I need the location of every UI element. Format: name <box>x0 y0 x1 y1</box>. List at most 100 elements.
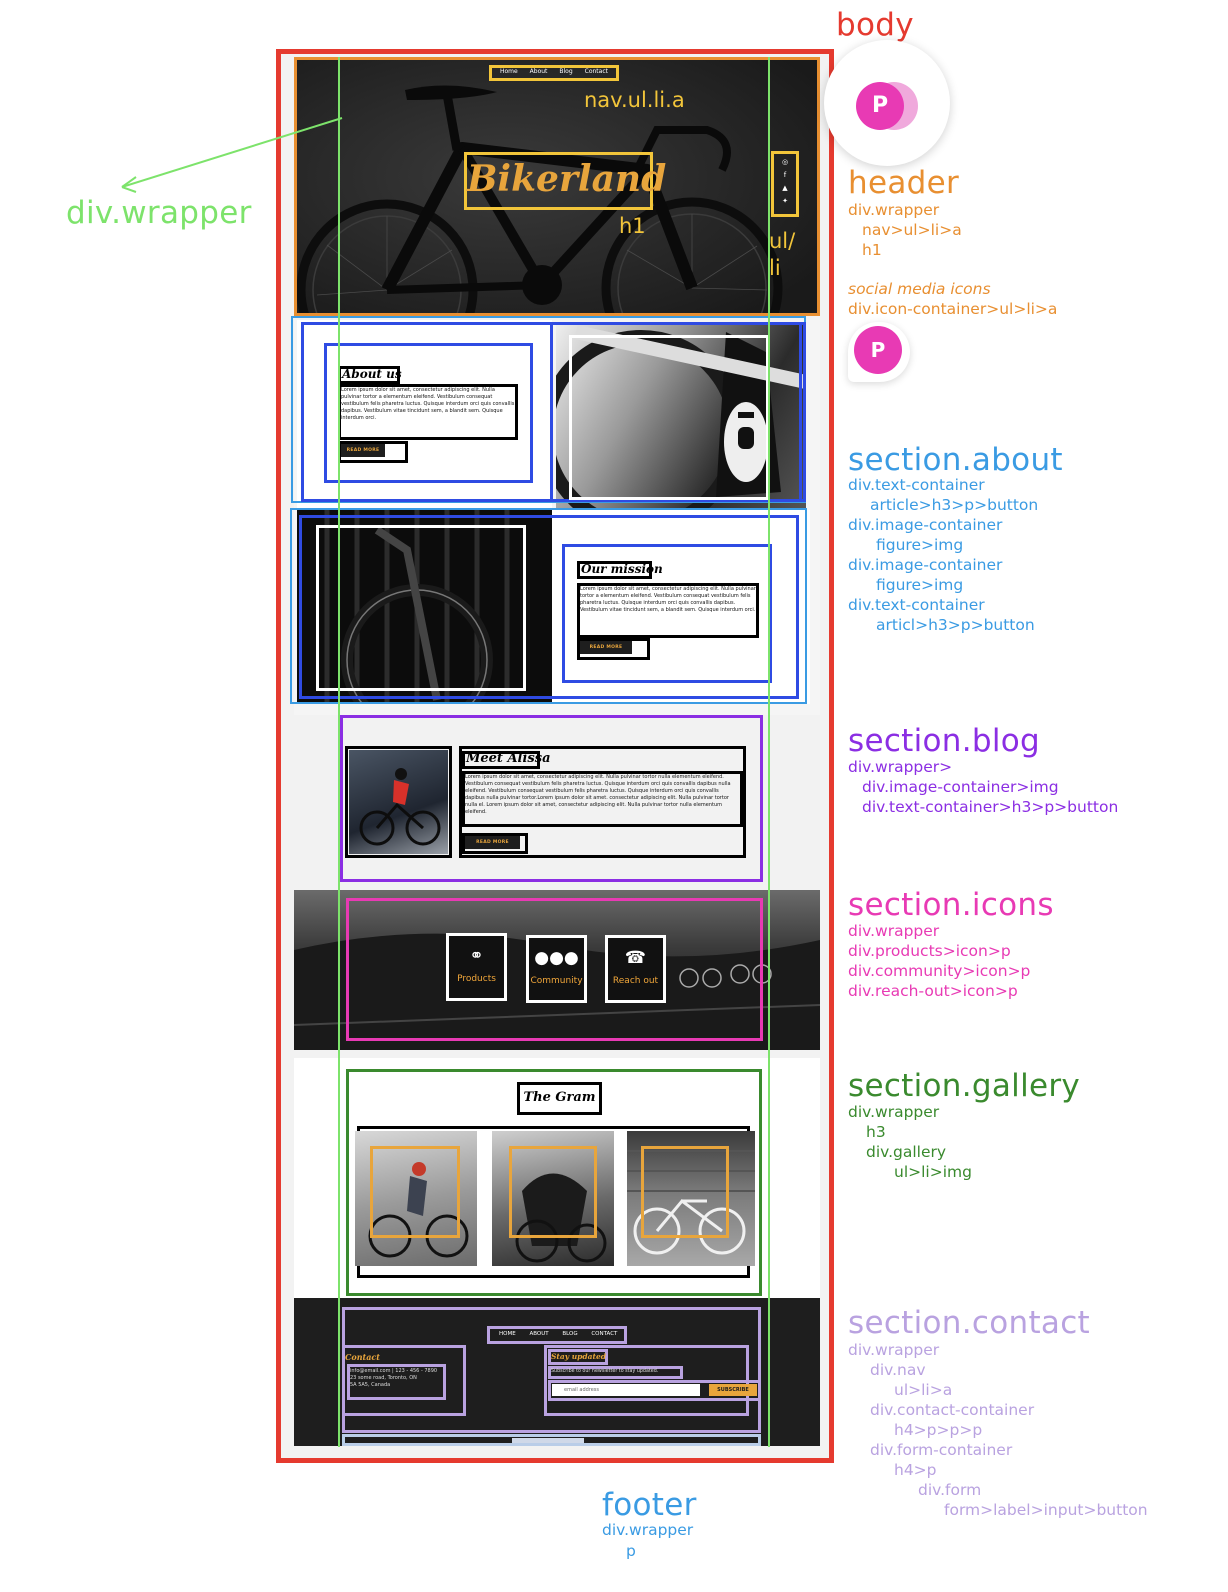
contact-nav-contact[interactable]: CONTACT <box>591 1331 618 1337</box>
snapchat-icon[interactable]: ▲ <box>782 184 788 192</box>
contact-line-8: div.form <box>918 1481 982 1499</box>
contact-line-4: div.contact-container <box>870 1401 1035 1419</box>
form-text-outline <box>548 1366 683 1379</box>
blog-photo-art <box>359 768 441 846</box>
blog-label: section.blog <box>848 723 1041 759</box>
blog-image-outline <box>345 746 452 858</box>
contact-email-phone: info@email.com | 123 - 456 - 7890 <box>350 1368 438 1374</box>
icons-line-2: div.products>icon>p <box>848 942 1011 960</box>
mock-nav-home[interactable]: Home <box>499 68 518 75</box>
icon-tile-products-label: Products <box>457 974 496 984</box>
footer-copyright-bar <box>512 1438 584 1443</box>
about-image <box>539 322 808 534</box>
mission-button-box <box>577 638 650 660</box>
icon-tile-reach-out[interactable]: ☎ Reach out <box>605 935 666 1003</box>
contact-nav-about[interactable]: ABOUT <box>529 1331 549 1337</box>
mock-nav-about[interactable]: About <box>529 68 548 75</box>
twitter-icon[interactable]: ✦ <box>782 197 788 205</box>
email-input[interactable]: email address <box>552 1384 700 1396</box>
subscribe-button[interactable]: SUBSCRIBE <box>709 1384 757 1396</box>
users-icon: ●●● <box>534 948 579 968</box>
mission-text: Lorem ipsum dolor sit amet, consectetur … <box>580 586 756 613</box>
mock-nav-contact[interactable]: Contact <box>584 68 608 75</box>
about-line-5: div.image-container <box>848 556 1003 574</box>
about-article-outline <box>324 343 533 483</box>
social-outline <box>771 151 799 217</box>
icon-tile-community-label: Community <box>530 976 583 986</box>
gallery-line-2: h3 <box>866 1123 886 1141</box>
blog-line-3: div.text-container>h3>p>button <box>862 798 1119 816</box>
mission-read-more-button[interactable]: READ MORE <box>580 641 632 654</box>
contact-nav-home[interactable]: HOME <box>499 1331 516 1337</box>
gallery-image-1 <box>355 1131 477 1266</box>
bicycle-icon: ⚭ <box>469 946 484 966</box>
avatar-small[interactable]: P <box>854 326 902 374</box>
icon-tile-products[interactable]: ⚭ Products <box>446 933 507 1001</box>
icons-wrapper-outline <box>346 898 763 1041</box>
wrapper-guide-right <box>768 57 770 1447</box>
blog-read-more-button[interactable]: READ MORE <box>465 836 520 849</box>
social-icons: ◎ f ▲ ✦ <box>775 156 795 208</box>
gallery-line-3: div.gallery <box>866 1143 947 1161</box>
mock-nav-blog[interactable]: Blog <box>559 68 573 75</box>
gallery-heading-box <box>517 1082 602 1115</box>
body-label: body <box>836 7 914 43</box>
about-line-7: div.text-container <box>848 596 985 614</box>
contact-nav: HOME ABOUT BLOG CONTACT <box>493 1331 623 1337</box>
nav-outline <box>489 65 619 81</box>
form-heading: Stay updated <box>551 1352 606 1361</box>
about-line-4: figure>img <box>876 536 964 554</box>
nav-label: nav.ul.li.a <box>584 88 685 112</box>
facebook-icon[interactable]: f <box>783 171 787 179</box>
gallery-item-outline-3 <box>641 1146 729 1238</box>
mission-text-bg <box>552 510 810 704</box>
header-line-1: div.wrapper <box>848 201 940 219</box>
form-text: Subscribe to our newsletter to stay upda… <box>551 1369 659 1374</box>
contact-line-9: form>label>input>button <box>944 1501 1148 1519</box>
about-figure-outline <box>569 335 769 500</box>
contact-line-5: h4>p>p>p <box>894 1421 983 1439</box>
blog-heading: Meet Alissa <box>466 751 551 766</box>
logo-outline <box>464 152 653 210</box>
blog-line-1: div.wrapper> <box>848 758 953 776</box>
contact-details-outline <box>347 1364 446 1400</box>
blog-text-box <box>462 771 743 827</box>
gallery-wrapper-outline <box>346 1069 762 1296</box>
blog-heading-box <box>462 751 540 769</box>
icons-line-1: div.wrapper <box>848 922 940 940</box>
about-read-more-button[interactable]: READ MORE <box>341 444 385 457</box>
about-line-8: articl>h3>p>button <box>876 616 1035 634</box>
contact-details: info@email.com | 123 - 456 - 7890 23 som… <box>350 1368 445 1389</box>
avatar-large[interactable]: P <box>856 82 904 130</box>
contact-line-1: div.wrapper <box>848 1341 940 1359</box>
social-label: social media icons <box>848 280 991 298</box>
footer-line-2: p <box>626 1542 636 1560</box>
contact-container-outline <box>342 1345 466 1416</box>
blog-wrapper-outline <box>340 715 763 882</box>
about-image-outline <box>550 322 802 502</box>
icon-tile-community[interactable]: ●●● Community <box>526 935 587 1003</box>
header-line-2: nav>ul>li>a <box>862 221 962 239</box>
gallery-label: section.gallery <box>848 1068 1081 1104</box>
gallery-item-outline-1 <box>370 1146 460 1238</box>
form-heading-outline <box>548 1349 608 1365</box>
contact-line-7: h4>p <box>894 1461 937 1479</box>
ul-label: ul/ li <box>769 228 795 282</box>
about-label: section.about <box>848 442 1063 478</box>
contact-nav-blog[interactable]: BLOG <box>562 1331 578 1337</box>
instagram-icon[interactable]: ◎ <box>781 158 789 166</box>
contact-mock: HOME ABOUT BLOG CONTACT Contact info@ema… <box>294 1298 820 1446</box>
bicycle-illustration <box>297 60 817 313</box>
about-heading: About us <box>342 367 402 381</box>
gallery-photo-art-3 <box>627 1150 755 1255</box>
phone-icon: ☎ <box>624 948 647 968</box>
form-row-outline <box>548 1380 761 1401</box>
gallery-line-1: div.wrapper <box>848 1103 940 1121</box>
email-input-placeholder: email address <box>564 1387 600 1393</box>
blog-text: Lorem ipsum dolor sit amet, consectetur … <box>465 774 731 815</box>
footer-line-1: div.wrapper <box>602 1521 694 1539</box>
wrapper-label: div.wrapper <box>66 195 252 231</box>
gallery-line-4: ul>li>img <box>894 1163 972 1181</box>
gallery-item-outline-2 <box>509 1146 597 1238</box>
icons-line-3: div.community>icon>p <box>848 962 1031 980</box>
